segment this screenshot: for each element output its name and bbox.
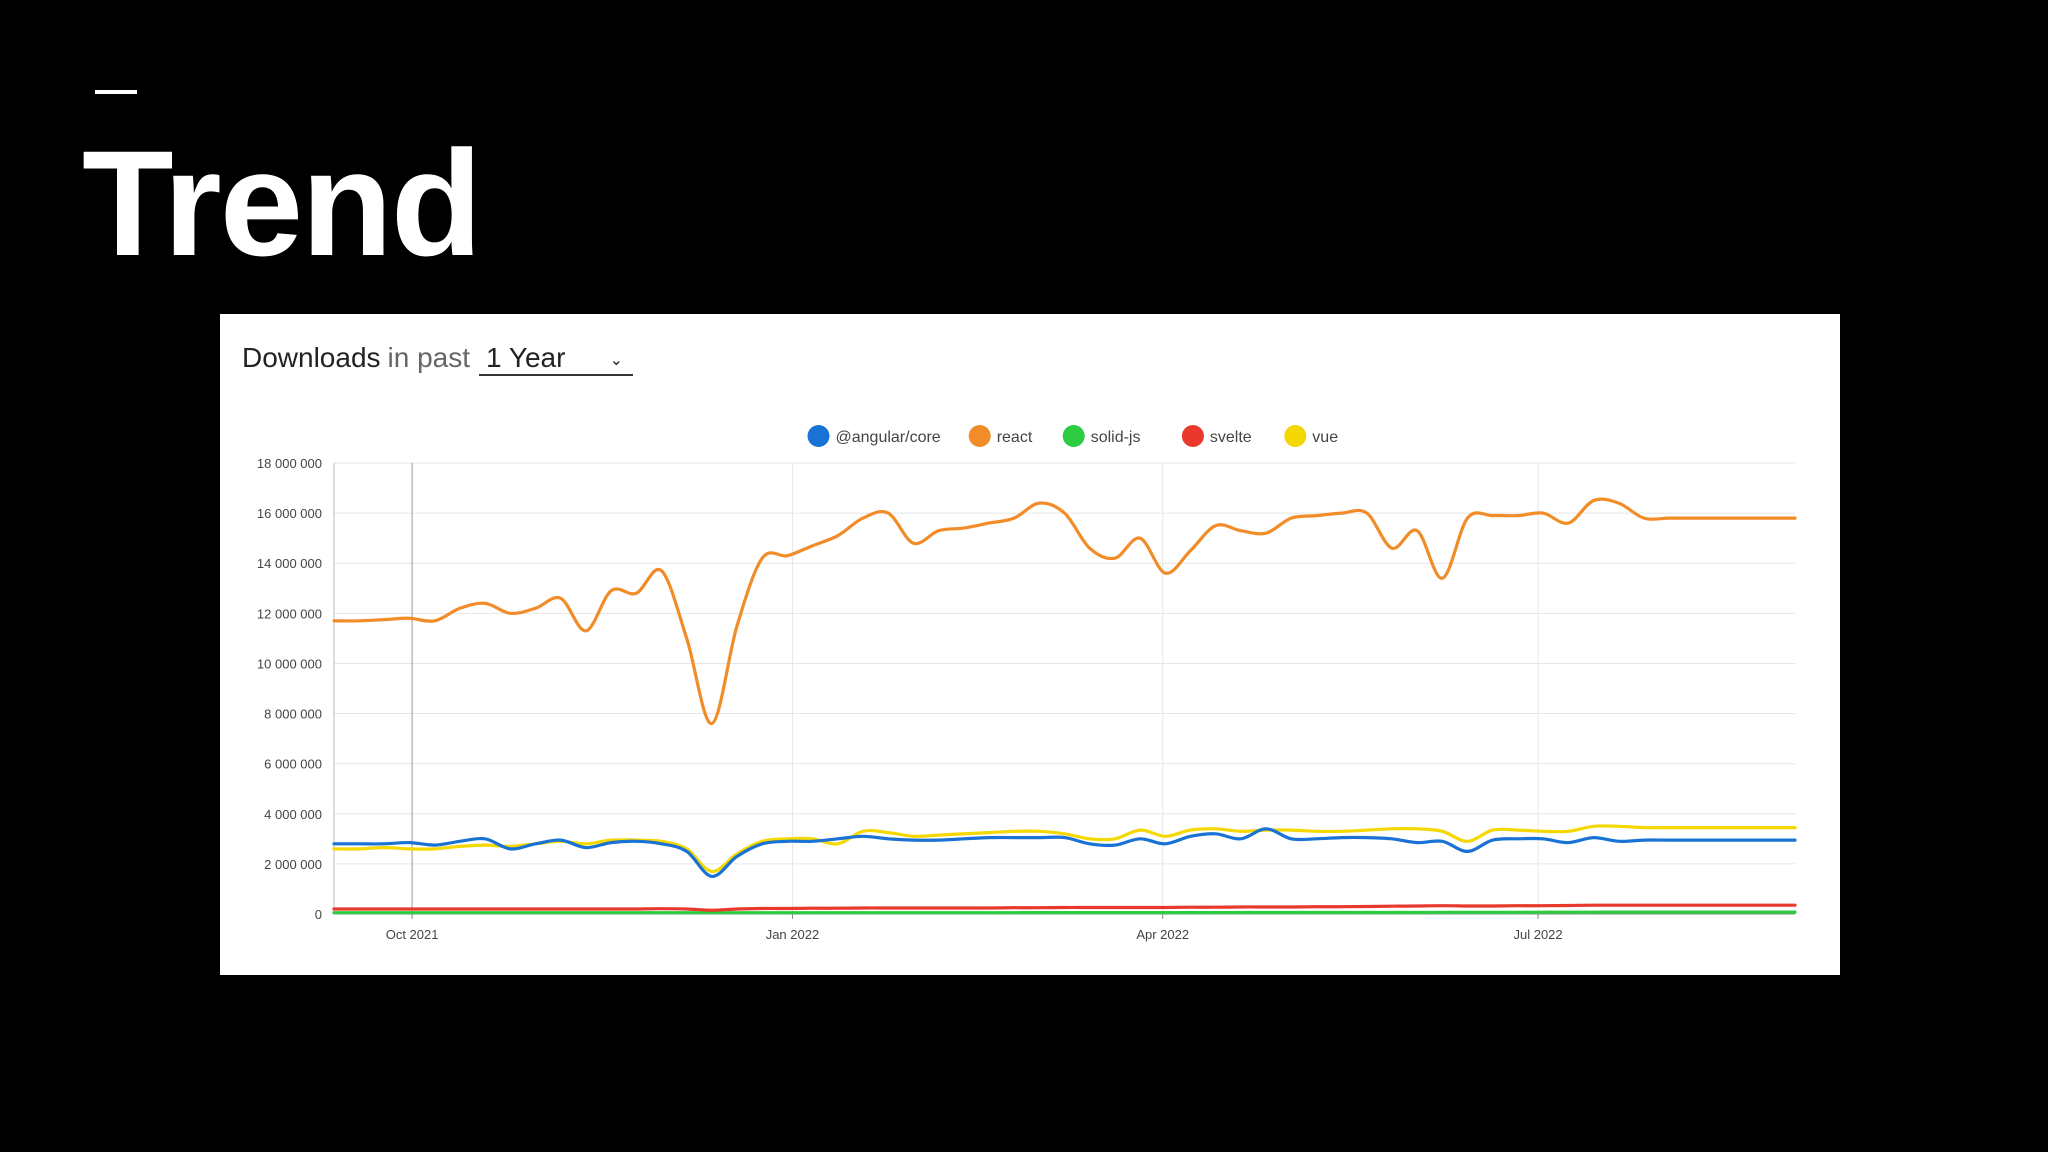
y-tick-label: 4 000 000: [264, 807, 322, 822]
legend-swatch-solid-js: [1062, 425, 1085, 447]
slide-title: Trend: [82, 119, 482, 287]
legend-swatch-react: [968, 425, 991, 447]
downloads-panel: Downloads in past 1 Year ⌄ 0 2 000 000 4 0…: [220, 314, 1840, 975]
heading-in-past: in past: [387, 342, 471, 373]
series-line-vue: [332, 824, 1797, 873]
x-axis: Oct 2021 Jan 2022 Apr 2022 Jul 2022: [386, 914, 1563, 942]
x-tick-label: Jul 2022: [1513, 927, 1562, 942]
x-tick-label: Oct 2021: [386, 927, 439, 942]
y-tick-label: 6 000 000: [264, 757, 322, 772]
legend-label-angular-core: @angular/core: [836, 429, 941, 446]
series-line-angular-core: [332, 827, 1797, 878]
period-select-value: 1 Year: [486, 342, 566, 373]
chart-legend: @angular/core react solid-js svelte vue: [807, 425, 1338, 447]
series-lines: [332, 497, 1797, 915]
legend-swatch-svelte: [1181, 425, 1204, 447]
legend-swatch-angular-core: [807, 425, 830, 447]
y-tick-label: 14 000 000: [257, 556, 322, 571]
y-tick-label: 2 000 000: [264, 857, 322, 872]
y-tick-label: 18 000 000: [257, 456, 322, 471]
y-tick-label: 0: [315, 907, 322, 922]
legend-label-svelte: svelte: [1210, 429, 1252, 446]
downloads-line-chart: 0 2 000 000 4 000 000 6 000 000 8 000 000 10 …: [257, 425, 1797, 942]
series-line-react: [332, 497, 1797, 726]
y-tick-label: 8 000 000: [264, 707, 322, 722]
x-tick-label: Jan 2022: [766, 927, 820, 942]
chevron-down-icon: ⌄: [609, 352, 623, 369]
panel-heading: Downloads in past: [242, 342, 470, 374]
y-tick-label: 16 000 000: [257, 506, 322, 521]
period-select[interactable]: 1 Year ⌄: [479, 342, 633, 376]
legend-label-react: react: [997, 429, 1033, 446]
series-line-svelte: [332, 903, 1797, 912]
heading-downloads: Downloads: [242, 342, 381, 373]
y-axis: 0 2 000 000 4 000 000 6 000 000 8 000 000 10 …: [257, 456, 322, 922]
x-tick-label: Apr 2022: [1136, 927, 1189, 942]
y-tick-label: 12 000 000: [257, 606, 322, 621]
legend-label-solid-js: solid-js: [1091, 429, 1141, 446]
series-line-solid-js: [332, 910, 1797, 915]
legend-label-vue: vue: [1312, 429, 1338, 446]
chart-grid: [333, 462, 1795, 915]
title-accent-dash: [95, 90, 137, 94]
y-tick-label: 10 000 000: [257, 656, 322, 671]
legend-swatch-vue: [1284, 425, 1307, 447]
